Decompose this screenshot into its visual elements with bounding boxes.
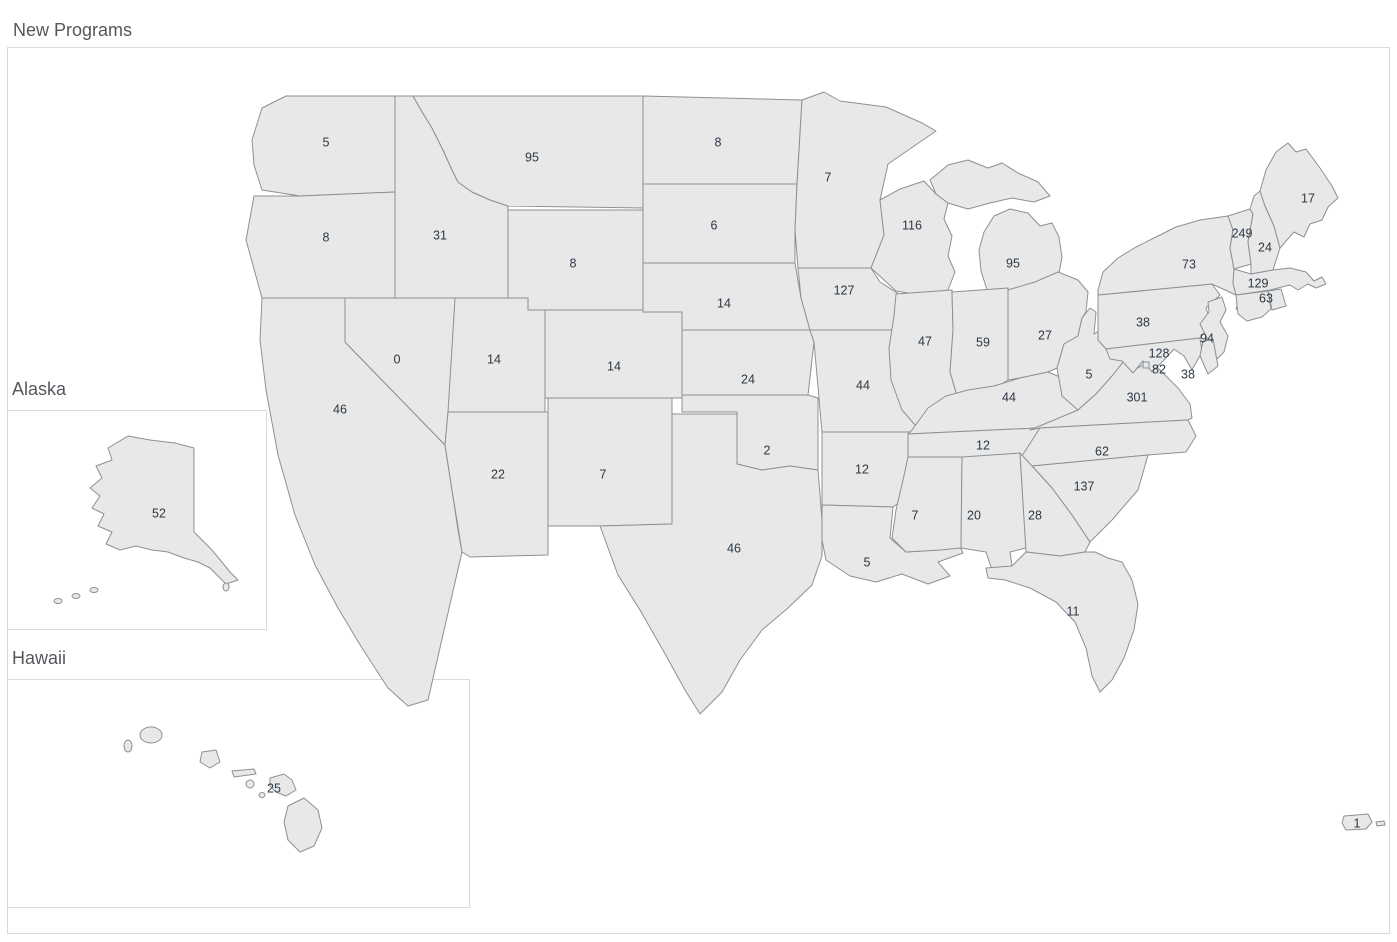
state-value-label-va: 301 (1127, 390, 1148, 404)
state-value-label-ny: 73 (1182, 257, 1196, 271)
state-michigan-upper-peninsula[interactable] (929, 159, 1051, 210)
state-value-label-ia: 127 (834, 283, 855, 297)
state-value-label-al: 20 (967, 508, 981, 522)
state-value-label-md: 128 (1149, 346, 1170, 360)
state-alaska[interactable] (89, 435, 239, 585)
state-florida[interactable] (985, 551, 1139, 693)
state-texas[interactable] (599, 413, 823, 715)
state-district-of-columbia[interactable] (1142, 361, 1150, 369)
state-value-label-mo: 44 (856, 378, 870, 392)
state-value-label-il: 47 (918, 334, 932, 348)
state-south-dakota[interactable] (642, 183, 798, 264)
state-hawaii-lanai[interactable] (245, 779, 255, 789)
state-oregon[interactable] (245, 191, 396, 299)
state-value-label-ok: 2 (764, 443, 771, 457)
state-value-label-or: 8 (323, 230, 330, 244)
state-value-label-oh: 27 (1038, 328, 1052, 342)
state-wisconsin[interactable] (870, 180, 956, 296)
map-title: New Programs (13, 20, 132, 40)
state-value-label-hi: 25 (267, 781, 281, 795)
state-value-label-nh: 24 (1258, 240, 1272, 254)
state-value-label-ak: 52 (152, 506, 166, 520)
state-alaska-aleutian-island[interactable] (53, 598, 63, 604)
state-value-label-vt: 249 (1232, 226, 1253, 240)
hawaii-inset-pane (7, 679, 470, 908)
state-value-label-de: 38 (1181, 367, 1195, 381)
state-hawaii-big-island[interactable] (283, 797, 323, 853)
state-hawaii-molokai[interactable] (231, 768, 257, 778)
state-value-label-co: 14 (607, 359, 621, 373)
state-value-label-az: 22 (491, 467, 505, 481)
state-value-label-ky: 44 (1002, 390, 1016, 404)
state-new-hampshire[interactable] (1247, 190, 1281, 275)
state-north-dakota[interactable] (642, 95, 803, 185)
state-value-label-wa: 5 (323, 135, 330, 149)
state-value-label-wv: 5 (1086, 367, 1093, 381)
state-value-label-fl: 11 (1067, 604, 1080, 618)
state-value-label-dc: 82 (1152, 362, 1166, 376)
state-value-label-wi: 116 (902, 218, 922, 232)
state-value-label-me: 17 (1301, 191, 1315, 205)
state-value-label-ar: 12 (855, 462, 869, 476)
state-alaska-aleutian-island[interactable] (89, 587, 99, 593)
state-value-label-la: 5 (864, 555, 871, 569)
state-minnesota[interactable] (794, 91, 937, 269)
state-alaska-aleutian-island[interactable] (71, 593, 81, 599)
state-value-label-nd: 8 (715, 135, 722, 149)
state-value-label-ma: 129 (1248, 276, 1269, 290)
state-alaska-southeast-island[interactable] (222, 582, 230, 592)
state-arizona[interactable] (444, 411, 549, 558)
alaska-inset-title: Alaska (12, 379, 67, 399)
state-new-mexico[interactable] (547, 397, 673, 527)
state-maine[interactable] (1259, 142, 1339, 249)
state-us-virgin-islands[interactable] (1375, 820, 1386, 827)
state-value-label-mi: 95 (1006, 256, 1020, 270)
state-value-label-tn: 12 (976, 438, 990, 452)
state-rhode-island[interactable] (1267, 288, 1287, 311)
hawaii-inset-title: Hawaii (12, 648, 66, 668)
state-louisiana[interactable] (821, 504, 964, 585)
state-value-label-ri: 63 (1259, 291, 1273, 305)
state-hawaii-kauai[interactable] (139, 726, 163, 744)
state-value-label-wy: 8 (570, 256, 577, 270)
state-value-label-mt: 95 (525, 150, 539, 164)
state-colorado[interactable] (544, 309, 683, 399)
state-value-label-nc: 62 (1095, 444, 1109, 458)
state-value-label-ks: 24 (741, 372, 755, 386)
state-hawaii-maui[interactable] (269, 773, 297, 797)
state-value-label-pa: 38 (1136, 315, 1150, 329)
state-value-label-tx: 46 (727, 541, 741, 555)
state-value-label-id: 31 (433, 228, 447, 242)
state-value-label-ut: 14 (487, 352, 501, 366)
state-hawaii-niihau[interactable] (123, 739, 133, 753)
state-hawaii-kahoolawe[interactable] (258, 792, 266, 798)
state-value-label-ne: 14 (717, 296, 731, 310)
state-value-label-pr: 1 (1354, 816, 1361, 830)
state-value-label-nj: 94 (1200, 331, 1214, 345)
state-value-label-nm: 7 (600, 467, 607, 481)
state-value-label-ca: 46 (333, 402, 347, 416)
state-kansas[interactable] (681, 329, 815, 396)
state-shapes (53, 91, 1386, 853)
state-puerto-rico[interactable] (1341, 813, 1373, 831)
state-value-label-in: 59 (976, 335, 990, 349)
state-value-label-mn: 7 (825, 170, 832, 184)
state-value-label-nv: 0 (394, 352, 401, 366)
state-value-label-ms: 7 (912, 508, 919, 522)
state-hawaii-oahu[interactable] (199, 749, 221, 769)
state-value-label-sd: 6 (711, 218, 718, 232)
state-value-label-sc: 137 (1074, 479, 1095, 493)
state-delaware[interactable] (1199, 338, 1219, 375)
state-value-label-ga: 28 (1028, 508, 1042, 522)
